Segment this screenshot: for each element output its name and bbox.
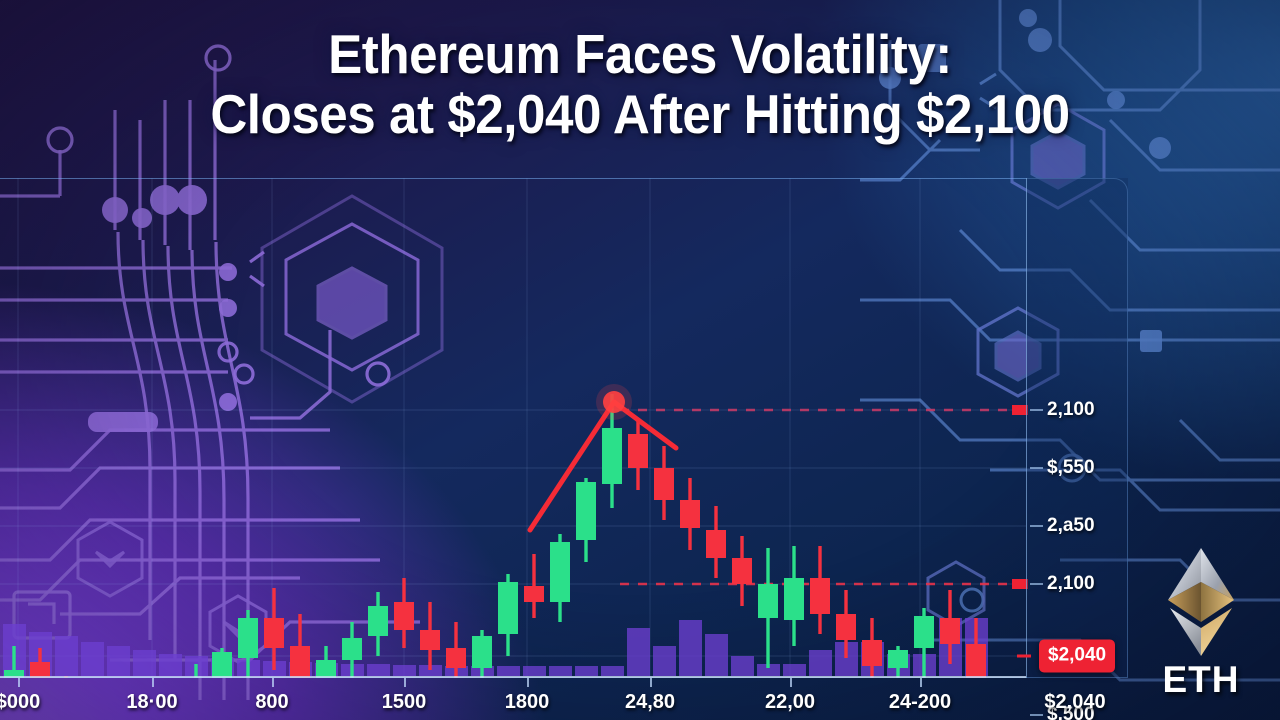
headline-line-1: Ethereum Faces Volatility:: [328, 23, 952, 85]
y-tick-mark: [1030, 714, 1043, 716]
x-tick-label: 22,00: [764, 691, 816, 713]
eth-brand-badge: ETH: [1146, 540, 1256, 700]
x-axis-line: [0, 676, 1026, 678]
x-tick-mark: [650, 678, 652, 687]
x-tick-label: 1800: [504, 691, 550, 713]
y-tick-label: $,500: [1047, 704, 1095, 720]
y-tick-mark: [1030, 467, 1043, 469]
x-tick-label: $000: [0, 691, 41, 713]
y-tick-label: $,550: [1047, 457, 1095, 478]
x-tick-label: 800: [255, 691, 289, 713]
ethereum-diamond-icon: [1168, 548, 1234, 656]
chart-frame-border: [0, 178, 1128, 678]
x-tick-mark: [920, 678, 922, 687]
x-tick-label: 24,80: [624, 691, 676, 713]
headline: Ethereum Faces Volatility: Closes at $2,…: [0, 26, 1280, 142]
y-tick-label: 2,100: [1047, 573, 1095, 594]
chart-plot-surface: [0, 178, 1028, 678]
x-tick-label: $2,040: [1044, 691, 1106, 713]
x-tick-mark: [18, 678, 20, 687]
x-tick-mark: [404, 678, 406, 687]
x-tick-label: 24-200: [888, 691, 952, 713]
y-tick-mark: [1030, 525, 1043, 527]
x-tick-label: 18·00: [126, 691, 178, 713]
y-tick-mark: [1030, 583, 1043, 585]
x-tick-mark: [272, 678, 274, 687]
x-tick-mark: [527, 678, 529, 687]
y-tick-label: 2,100: [1047, 399, 1095, 420]
headline-line-2: Closes at $2,040 After Hitting $2,100: [210, 83, 1070, 146]
y-tick-label: 2,a50: [1047, 515, 1095, 536]
y-tick-mark: [1030, 409, 1043, 411]
current-price-badge[interactable]: $2,040: [1039, 639, 1116, 673]
x-tick-mark: [152, 678, 154, 687]
x-tick-mark: [790, 678, 792, 687]
x-tick-label: 1500: [381, 691, 427, 713]
price-badge-connector: [1017, 654, 1031, 658]
eth-ticker-label: ETH: [1162, 659, 1240, 700]
